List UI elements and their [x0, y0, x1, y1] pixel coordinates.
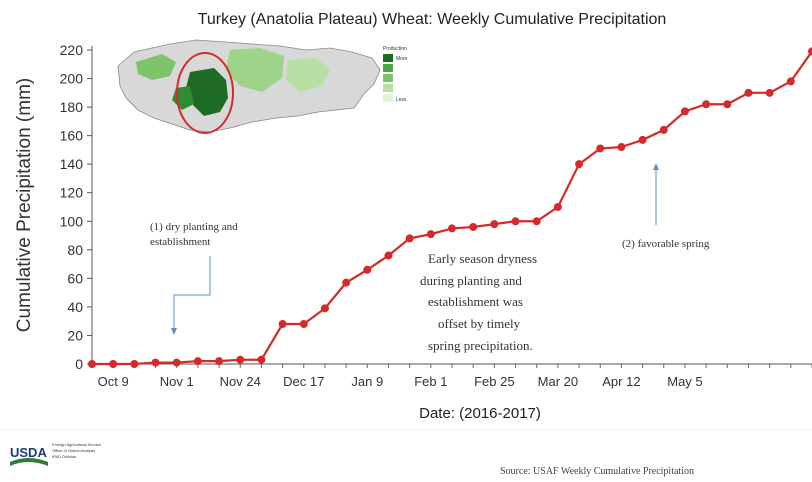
data-point	[88, 360, 96, 368]
y-tick-label: 140	[60, 156, 84, 172]
data-point	[152, 359, 160, 367]
map-legend-low: Less	[396, 97, 407, 103]
annotation-favorable-spring: (2) favorable spring	[622, 163, 710, 250]
data-point	[533, 217, 541, 225]
usda-logo-text: USDA	[10, 445, 47, 460]
usda-logo-line-3: IPAD Division	[52, 454, 76, 459]
data-point	[342, 279, 350, 287]
y-tick-label: 60	[67, 270, 83, 286]
data-point	[512, 217, 520, 225]
usda-logo-line-1: Foreign Agricultural Service	[52, 442, 102, 447]
data-point	[279, 320, 287, 328]
annotation-summary: Early season dryness during planting and…	[420, 251, 537, 353]
usda-logo-line-2: Office of Global Analysis	[52, 448, 95, 453]
y-tick-label: 220	[60, 42, 84, 58]
x-tick-label: Jan 9	[351, 374, 383, 389]
legend-swatch-1	[383, 54, 393, 62]
usda-logo: USDA Foreign Agricultural Service Office…	[10, 442, 102, 466]
x-axis-label: Date: (2016-2017)	[419, 405, 541, 422]
data-point	[808, 47, 812, 55]
x-axis: Oct 9 Nov 1 Nov 24 Dec 17 Jan 9 Feb 1 Feb 25 Ma…	[92, 364, 812, 389]
data-point	[596, 144, 604, 152]
x-tick-label: Oct 9	[98, 374, 129, 389]
x-tick-label: Feb 1	[414, 374, 447, 389]
annotation-dry-line-1: (1) dry planting and	[150, 221, 238, 233]
data-point	[363, 266, 371, 274]
annotation-spring-line-1: (2) favorable spring	[622, 238, 710, 250]
y-tick-label: 180	[60, 99, 84, 115]
data-point	[639, 136, 647, 144]
legend-swatch-2	[383, 64, 393, 72]
annotation-summary-line-1: Early season dryness	[428, 251, 537, 266]
legend-swatch-5	[383, 94, 393, 102]
y-axis: 0 20 40 60 80 100 120 140 160 180 200 220	[60, 42, 92, 372]
data-point	[575, 160, 583, 168]
legend-swatch-4	[383, 84, 393, 92]
data-point	[617, 143, 625, 151]
x-tick-label: Nov 1	[160, 374, 194, 389]
data-point	[744, 89, 752, 97]
data-point	[384, 252, 392, 260]
data-point	[194, 357, 202, 365]
data-point	[236, 356, 244, 364]
x-tick-label: Mar 20	[538, 374, 578, 389]
x-tick-label: Feb 25	[474, 374, 514, 389]
data-point	[681, 107, 689, 115]
data-point	[109, 360, 117, 368]
map-legend-high: More	[396, 56, 408, 62]
y-tick-label: 20	[67, 327, 83, 343]
annotation-dry-arrow	[174, 256, 210, 330]
y-tick-label: 160	[60, 128, 84, 144]
y-tick-label: 0	[75, 356, 83, 372]
x-tick-label: Apr 12	[602, 374, 640, 389]
map-legend: Production More Less	[383, 46, 408, 103]
y-tick-label: 80	[67, 242, 83, 258]
data-point	[660, 126, 668, 134]
data-point	[300, 320, 308, 328]
data-point	[215, 357, 223, 365]
data-point	[427, 230, 435, 238]
data-point	[173, 359, 181, 367]
data-point	[702, 100, 710, 108]
annotation-dry-arrowhead	[171, 328, 177, 335]
y-axis-label: Cumulative Precipitation (mm)	[14, 78, 35, 332]
data-point	[130, 360, 138, 368]
annotation-spring-arrowhead	[653, 163, 659, 170]
data-point	[469, 223, 477, 231]
inset-map: Production More Less	[118, 40, 408, 133]
data-point	[787, 77, 795, 85]
map-legend-title: Production	[383, 46, 407, 52]
data-point	[723, 100, 731, 108]
annotation-summary-line-3: establishment was	[428, 294, 523, 309]
y-tick-label: 200	[60, 71, 84, 87]
chart-title: Turkey (Anatolia Plateau) Wheat: Weekly …	[198, 11, 667, 28]
x-tick-label: Dec 17	[283, 374, 324, 389]
legend-swatch-3	[383, 74, 393, 82]
annotation-summary-line-5: spring precipitation.	[428, 338, 533, 353]
x-tick-label: Nov 24	[220, 374, 261, 389]
y-tick-label: 40	[67, 299, 83, 315]
source-note: Source: USAF Weekly Cumulative Precipita…	[500, 466, 694, 477]
annotation-dry-line-2: establishment	[150, 236, 211, 248]
annotation-dry-planting: (1) dry planting and establishment	[150, 221, 238, 335]
data-point	[321, 304, 329, 312]
annotation-summary-line-2: during planting and	[420, 273, 522, 288]
annotation-summary-line-4: offset by timely	[438, 316, 521, 331]
data-point	[554, 203, 562, 211]
data-point	[490, 220, 498, 228]
data-point	[448, 224, 456, 232]
y-tick-label: 120	[60, 185, 84, 201]
y-tick-label: 100	[60, 213, 84, 229]
data-point	[257, 356, 265, 364]
data-point	[766, 89, 774, 97]
data-point	[406, 234, 414, 242]
x-tick-label: May 5	[667, 374, 702, 389]
